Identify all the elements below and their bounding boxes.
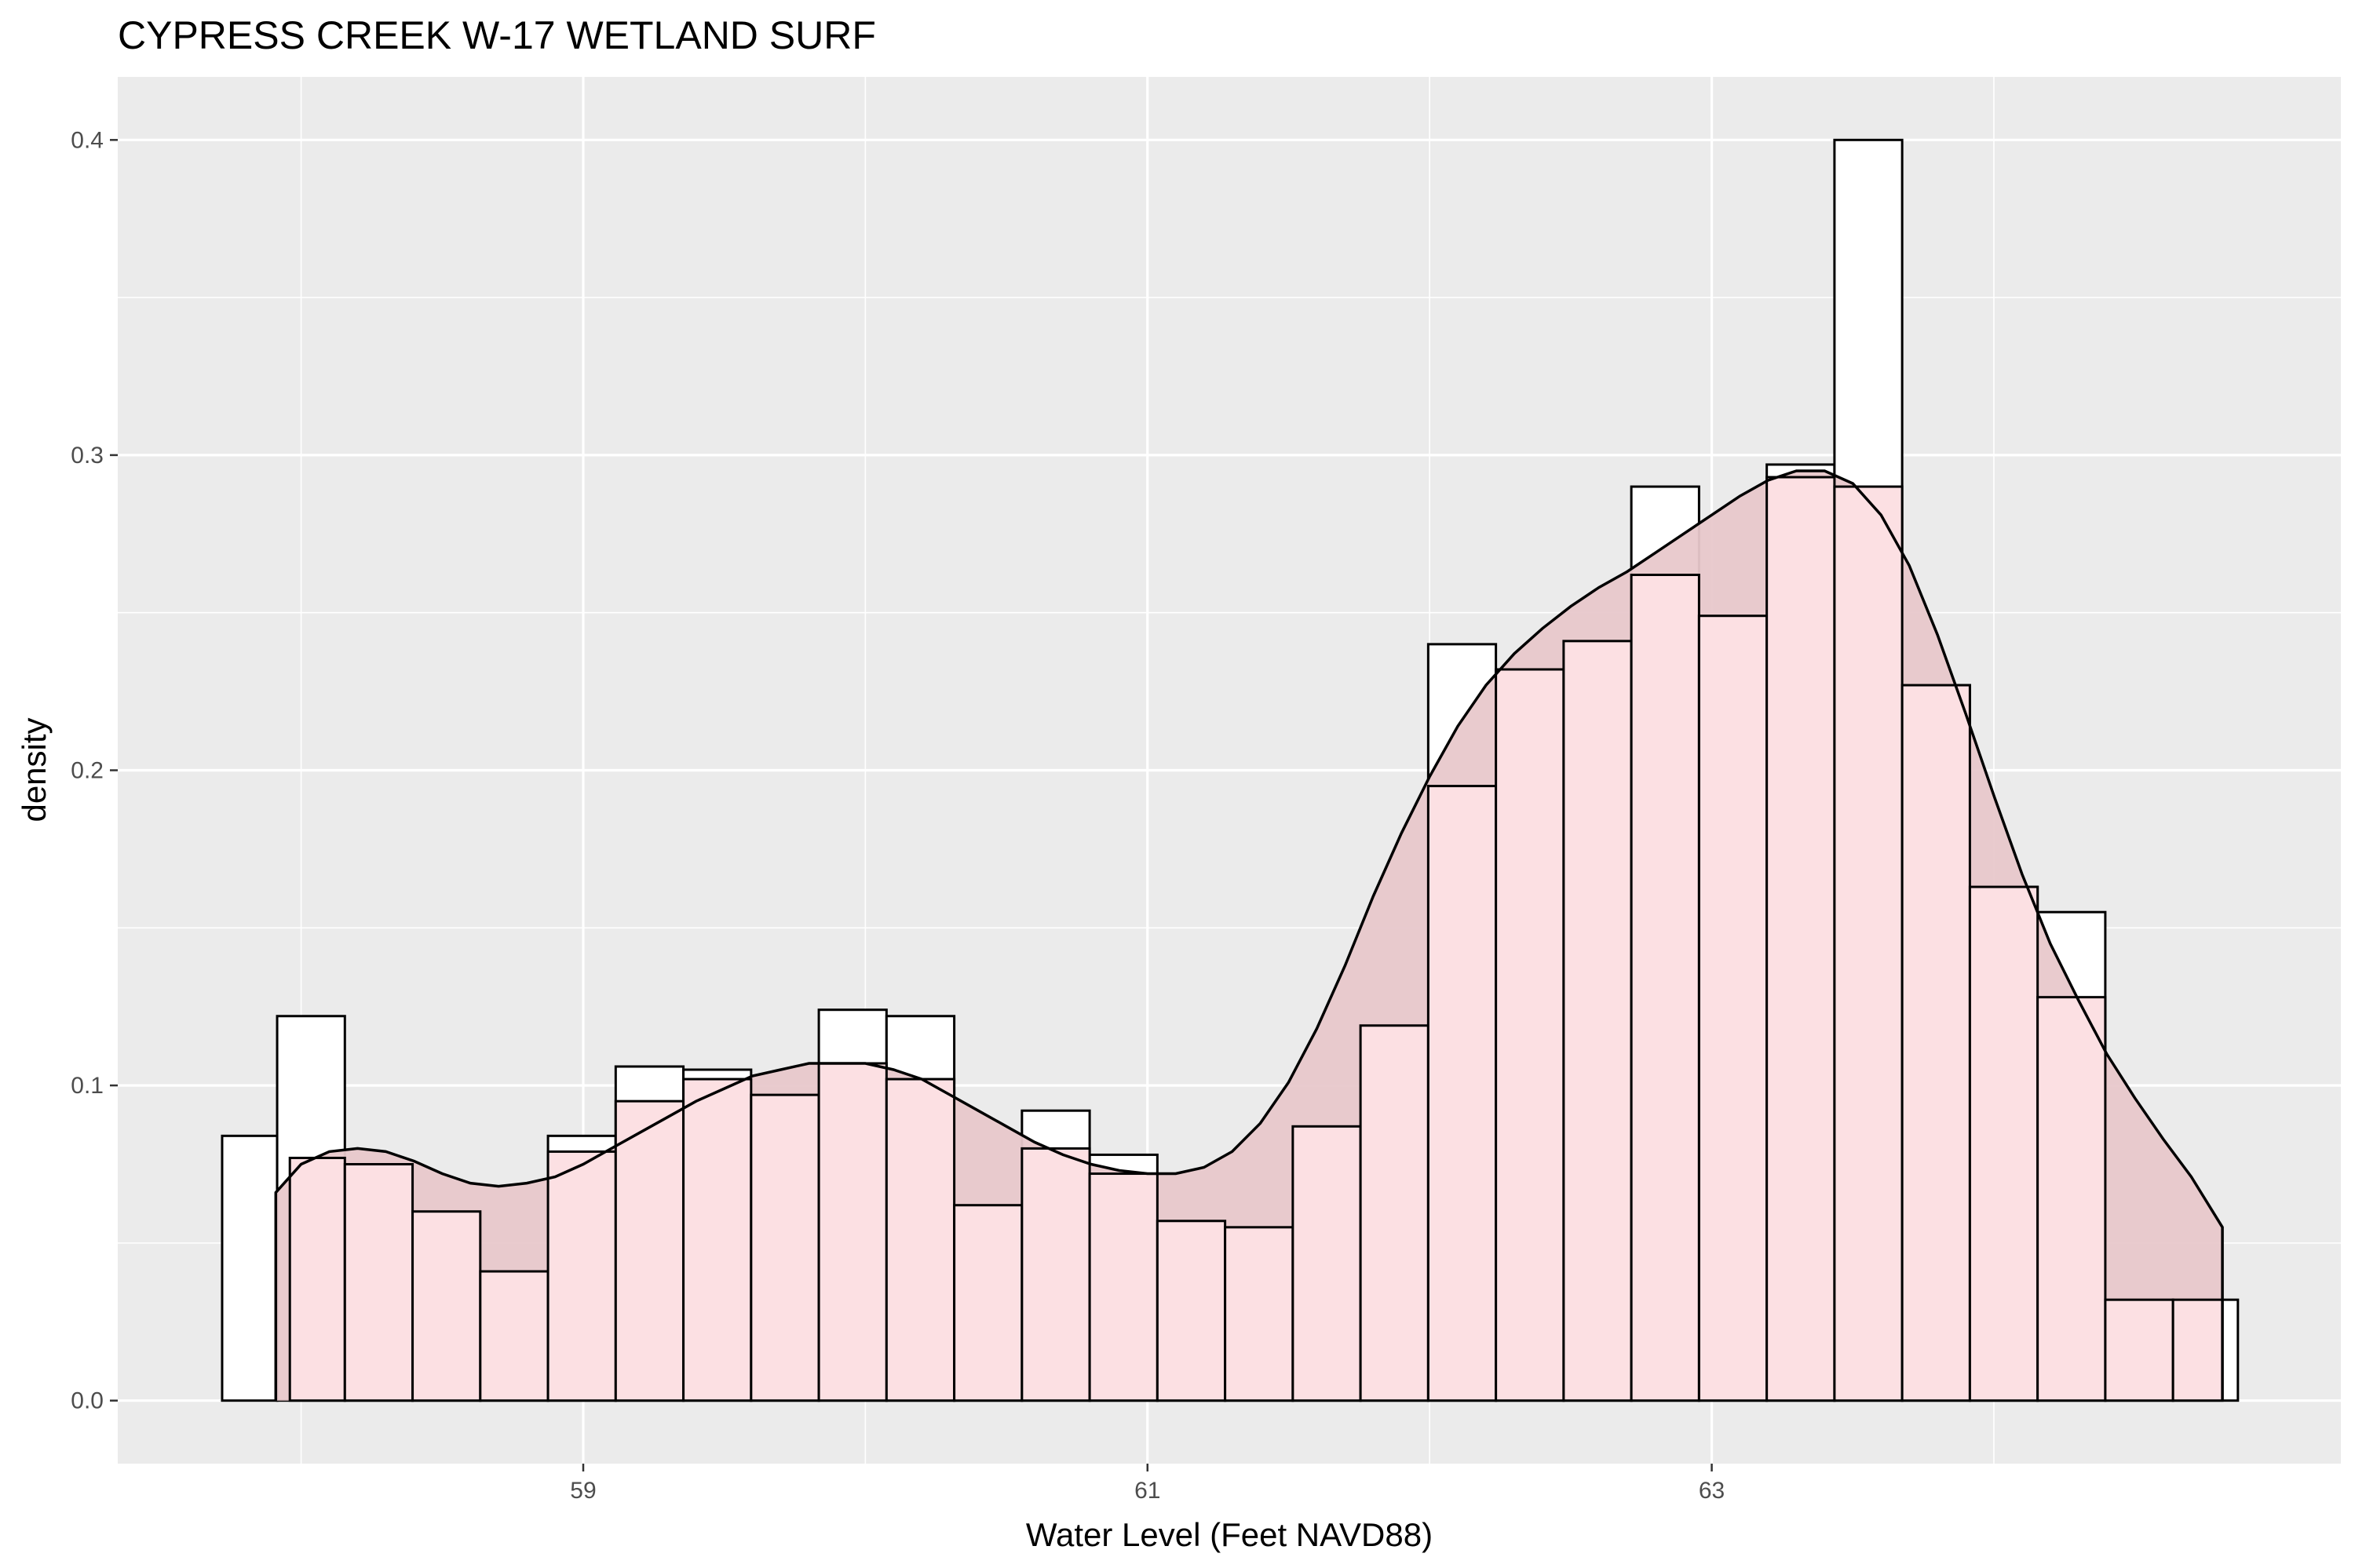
histogram-b-bar: [885, 1078, 956, 1402]
histogram-b-bar: [750, 1093, 820, 1402]
histogram-b-bar: [1088, 1172, 1159, 1402]
y-tick-label: 0.0: [71, 1388, 104, 1414]
histogram-b-bar: [2171, 1298, 2224, 1402]
histogram-b-bar: [1900, 684, 1971, 1402]
histogram-b-bar: [288, 1156, 346, 1402]
histogram-b-bar: [479, 1270, 550, 1402]
histogram-b-bar: [1426, 785, 1498, 1402]
histogram-b-bar: [1765, 476, 1836, 1402]
histogram-b-bar: [411, 1210, 482, 1402]
histogram-b-bar: [1359, 1024, 1429, 1402]
y-tick-label: 0.3: [71, 443, 104, 469]
histogram-b-bar: [1495, 668, 1565, 1402]
density-curve: [274, 469, 2224, 1401]
x-axis: 59 61 63: [570, 1464, 1725, 1504]
histogram-b-bar: [682, 1078, 753, 1402]
y-tick-label: 0.1: [71, 1073, 104, 1099]
y-axis-title: density: [16, 717, 53, 822]
histogram-a-bar: [221, 1134, 279, 1402]
histogram-b-bar: [1630, 574, 1700, 1402]
histogram-b-bar: [1156, 1220, 1227, 1402]
histogram-b-bar: [1020, 1147, 1091, 1402]
histogram-b-bar: [1224, 1226, 1294, 1402]
histogram-b-bar: [1968, 885, 2039, 1402]
histogram-b-bar: [1291, 1125, 1362, 1402]
histogram-b-bar: [953, 1204, 1024, 1402]
y-axis: 0.0 0.1 0.2 0.3 0.4: [71, 127, 118, 1414]
histogram-b-bar: [546, 1150, 617, 1402]
histogram-b-bar: [817, 1062, 888, 1402]
histogram-b-bar: [2104, 1298, 2174, 1402]
histogram-b-bar: [2036, 996, 2107, 1402]
y-tick-label: 0.4: [71, 127, 104, 153]
histogram-b-bar: [343, 1162, 414, 1402]
histogram-b-bars: [288, 476, 2224, 1402]
histogram-b-bar: [1562, 640, 1633, 1402]
x-tick-label: 63: [1699, 1478, 1725, 1504]
histogram-b-bar: [614, 1099, 685, 1402]
x-axis-title: Water Level (Feet NAVD88): [1026, 1516, 1433, 1553]
x-tick-label: 61: [1134, 1478, 1160, 1504]
histogram-b-bar: [1833, 485, 1904, 1402]
y-tick-label: 0.2: [71, 758, 104, 784]
histogram-b-bar: [1697, 614, 1769, 1402]
x-tick-label: 59: [570, 1478, 596, 1504]
chart-title: CYPRESS CREEK W-17 WETLAND SURF: [118, 13, 876, 57]
